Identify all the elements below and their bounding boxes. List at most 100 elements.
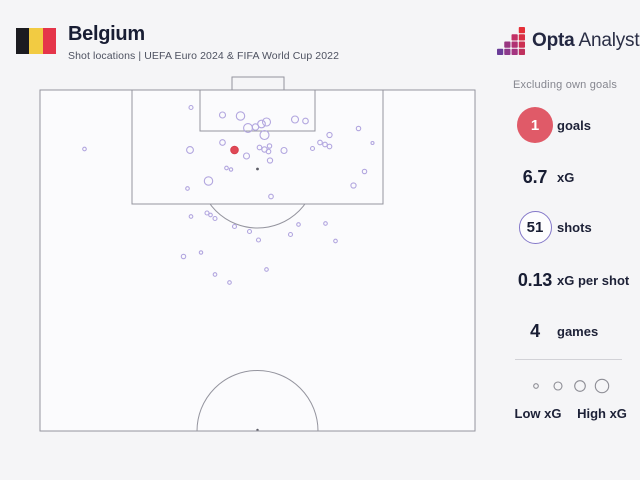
- opta-analyst-logo: Opta Analyst: [497, 27, 640, 55]
- shot-marker: [212, 215, 218, 222]
- goal-marker: [230, 145, 239, 155]
- shot-marker: [266, 157, 274, 164]
- shot-marker: [224, 165, 229, 171]
- shot-marker: [302, 117, 309, 125]
- shot-marker: [82, 146, 87, 152]
- shot-marker: [246, 228, 253, 235]
- shot-marker: [264, 267, 269, 272]
- shot-marker: [350, 182, 357, 189]
- logo-square: [504, 48, 511, 55]
- logo-square: [511, 48, 518, 55]
- shot-marker: [255, 237, 262, 243]
- shot-marker: [231, 223, 238, 230]
- shot-marker: [261, 117, 272, 127]
- penalty-spot: [256, 167, 259, 171]
- legend-size-circle: [594, 378, 610, 394]
- flag-black-stripe: [16, 28, 30, 54]
- logo-square: [518, 34, 525, 41]
- goals-badge: 1: [517, 107, 553, 143]
- goal-frame: [231, 76, 285, 91]
- shot-marker: [370, 140, 375, 146]
- games-label: games: [557, 323, 599, 339]
- shot-marker: [188, 214, 194, 219]
- shot-marker: [198, 250, 204, 255]
- shot-marker: [228, 167, 234, 172]
- shot-marker: [188, 104, 194, 111]
- shot-marker: [208, 212, 213, 218]
- shot-marker: [323, 221, 328, 226]
- logo-square: [518, 48, 525, 55]
- stat-goals: 1 goals: [490, 105, 640, 145]
- shot-marker: [355, 125, 362, 132]
- shot-marker: [227, 280, 232, 285]
- flag-yellow-stripe: [29, 28, 43, 54]
- shot-marker: [317, 139, 323, 146]
- shot-marker: [259, 129, 270, 141]
- xg-per-shot-value: 0.13: [517, 269, 553, 290]
- logo-square: [511, 34, 518, 41]
- pitch-border-redraw: [39, 89, 476, 432]
- exclusion-note: Excluding own goals: [512, 79, 618, 91]
- stat-shots: 51 shots: [490, 207, 640, 247]
- shot-marker: [280, 146, 288, 155]
- logo-analyst-text: Analyst: [578, 30, 640, 51]
- shot-marker: [322, 141, 328, 148]
- games-value: 4: [530, 320, 540, 341]
- shot-marker: [242, 152, 251, 160]
- stat-games: 4 games: [490, 311, 640, 351]
- shot-marker: [333, 238, 338, 244]
- logo-square: [518, 41, 525, 48]
- shot-marker: [326, 143, 333, 150]
- legend-size-circle: [553, 381, 563, 391]
- shots-badge: 51: [518, 210, 552, 244]
- goals-label: goals: [557, 117, 591, 133]
- pitch-lines: [39, 76, 476, 432]
- flag-red-stripe: [42, 28, 56, 54]
- xg-per-shot-label: xG per shot: [557, 272, 630, 288]
- xg-value: 6.7: [522, 166, 548, 187]
- shot-marker: [361, 168, 368, 175]
- shot-markers: [82, 104, 375, 285]
- shot-marker: [256, 144, 263, 151]
- shot-marker: [204, 210, 210, 216]
- xg-size-legend: [533, 378, 610, 394]
- shot-marker: [265, 148, 272, 155]
- shot-marker: [296, 222, 301, 227]
- logo-square: [511, 41, 518, 48]
- shot-marker: [218, 111, 227, 119]
- belgium-flag: [16, 28, 56, 54]
- legend-size-circle: [533, 383, 539, 389]
- shot-marker: [235, 111, 246, 121]
- logo-square: [497, 48, 504, 55]
- legend-labels: Low xG High xG: [490, 406, 640, 426]
- shot-marker: [219, 139, 226, 146]
- shot-marker: [287, 231, 294, 238]
- shot-marker: [257, 119, 266, 129]
- opta-logo-wordmark: Opta Analyst: [532, 30, 640, 52]
- xg-label: xG: [557, 169, 575, 185]
- logo-square: [504, 41, 511, 48]
- shot-marker: [185, 186, 190, 191]
- shot-marker: [186, 146, 194, 154]
- legend-size-circle: [574, 380, 586, 392]
- legend-high-label: High xG: [577, 406, 627, 421]
- shot-marker: [268, 193, 274, 200]
- shots-label: shots: [557, 219, 592, 235]
- opta-logo-icon: [497, 27, 525, 55]
- header: Belgium Shot locations | UEFA Euro 2024 …: [68, 23, 339, 62]
- shot-marker: [212, 272, 218, 277]
- stats-sidebar: Excluding own goals 1 goals 6.7 xG 51 sh…: [490, 0, 640, 480]
- stat-xg: 6.7 xG: [490, 157, 640, 197]
- shot-marker: [203, 176, 214, 186]
- centre-spot: [256, 428, 259, 431]
- legend-divider: [515, 359, 622, 360]
- centre-circle: [196, 370, 319, 431]
- shot-marker: [326, 131, 333, 139]
- page-subtitle: Shot locations | UEFA Euro 2024 & FIFA W…: [68, 50, 340, 62]
- shot-marker: [309, 145, 316, 152]
- shot-marker: [266, 143, 273, 149]
- page-title: Belgium: [68, 23, 145, 45]
- shot-marker: [290, 115, 300, 124]
